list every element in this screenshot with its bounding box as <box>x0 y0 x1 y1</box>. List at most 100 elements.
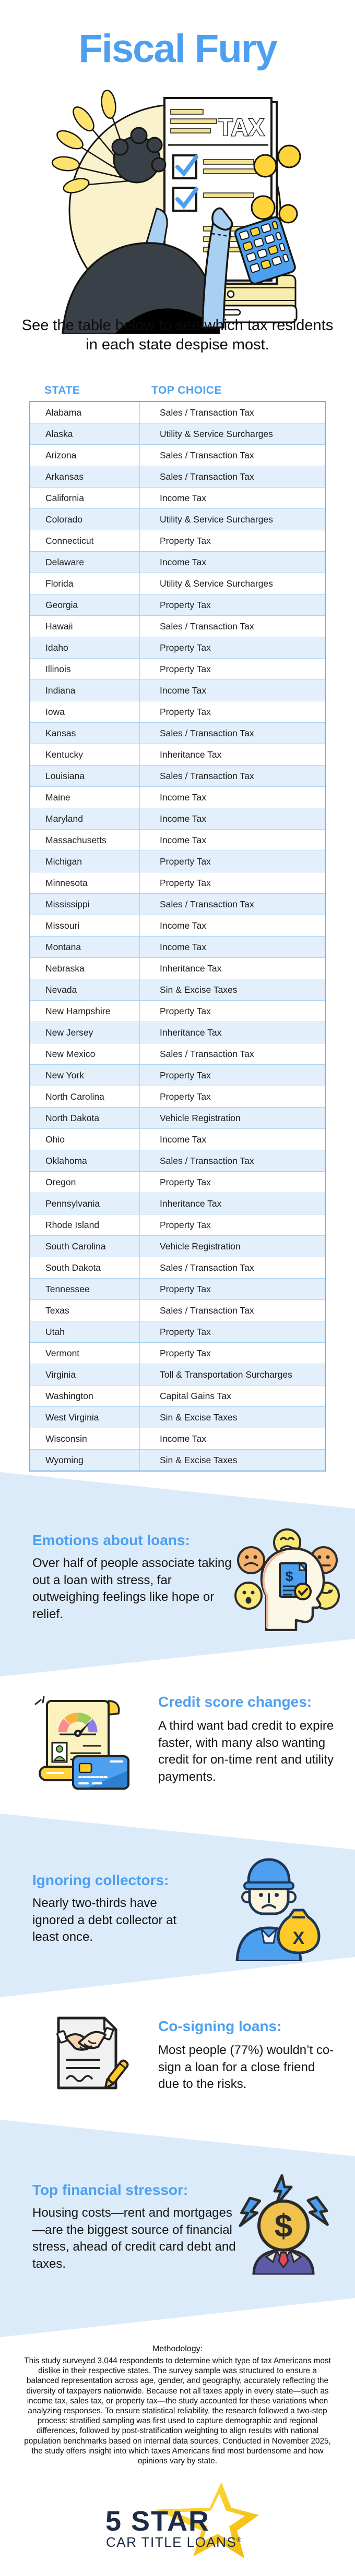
top-choice-cell: Property Tax <box>160 1091 211 1102</box>
state-cell: South Dakota <box>30 1257 140 1278</box>
state-cell: Florida <box>30 573 140 594</box>
top-choice-cell: Toll & Transportation Surcharges <box>160 1369 292 1380</box>
state-cell: South Carolina <box>30 1236 140 1257</box>
debt-collector-icon: X <box>235 1858 321 1961</box>
state-cell: Massachusetts <box>30 830 140 850</box>
table-row: Washington Capital Gains Tax <box>30 1385 325 1406</box>
table-row: North Dakota Vehicle Registration <box>30 1107 325 1128</box>
table-row: Montana Income Tax <box>30 936 325 957</box>
state-cell: Kansas <box>30 723 140 744</box>
svg-text:$: $ <box>275 2208 292 2244</box>
top-choice-cell: Sales / Transaction Tax <box>160 1262 254 1273</box>
table-row: New York Property Tax <box>30 1064 325 1086</box>
table-row: South Dakota Sales / Transaction Tax <box>30 1257 325 1278</box>
section-body-credit-score: A third want bad credit to expire faster… <box>158 1719 334 1784</box>
table-body: Alabama Sales / Transaction Tax Alaska U… <box>30 402 325 1471</box>
state-cell: Hawaii <box>30 616 140 637</box>
table-row: New Mexico Sales / Transaction Tax <box>30 1043 325 1064</box>
state-cell: Georgia <box>30 594 140 615</box>
state-cell: Texas <box>30 1300 140 1321</box>
state-cell: New Jersey <box>30 1022 140 1043</box>
table-row: Maryland Income Tax <box>30 808 325 829</box>
state-cell: Tennessee <box>30 1279 140 1299</box>
state-cell: Nevada <box>30 979 140 1000</box>
table-row: Idaho Property Tax <box>30 637 325 658</box>
top-choice-cell: Capital Gains Tax <box>160 1390 231 1401</box>
table-row: Indiana Income Tax <box>30 679 325 701</box>
section-body-collectors: Nearly two-thirds have ignored a debt co… <box>32 1896 177 1944</box>
table-row: Pennsylvania Inheritance Tax <box>30 1193 325 1214</box>
registered-mark: ® <box>236 2536 242 2544</box>
section-body-stressor: Housing costs—rent and mortgages—are the… <box>32 2206 236 2271</box>
table-row: Minnesota Property Tax <box>30 872 325 893</box>
table-row: Mississippi Sales / Transaction Tax <box>30 893 325 915</box>
top-choice-cell: Sales / Transaction Tax <box>160 1155 254 1166</box>
table-row: Delaware Income Tax <box>30 551 325 573</box>
top-choice-cell: Sales / Transaction Tax <box>160 1305 254 1316</box>
table-row: Kentucky Inheritance Tax <box>30 744 325 765</box>
table-row: Connecticut Property Tax <box>30 530 325 551</box>
table-row: Kansas Sales / Transaction Tax <box>30 722 325 744</box>
top-choice-cell: Inheritance Tax <box>160 1198 222 1209</box>
state-cell: Nebraska <box>30 958 140 979</box>
state-cell: Maine <box>30 787 140 808</box>
calculator-icon <box>234 216 296 285</box>
state-cell: West Virginia <box>30 1407 140 1428</box>
state-cell: Arizona <box>30 445 140 466</box>
top-choice-cell: Sales / Transaction Tax <box>160 471 254 482</box>
state-cell: Rhode Island <box>30 1214 140 1235</box>
section-body-cosigning: Most people (77%) wouldn’t co-sign a loa… <box>158 2043 334 2091</box>
state-cell: Utah <box>30 1321 140 1342</box>
table-row: Oklahoma Sales / Transaction Tax <box>30 1150 325 1171</box>
top-choice-cell: Vehicle Registration <box>160 1112 241 1123</box>
table-row: California Income Tax <box>30 487 325 508</box>
top-choice-cell: Property Tax <box>160 1326 211 1337</box>
table-row: Nebraska Inheritance Tax <box>30 957 325 979</box>
state-cell: California <box>30 488 140 508</box>
state-cell: Mississippi <box>30 894 140 915</box>
top-choice-cell: Income Tax <box>160 813 207 824</box>
section-heading-collectors: Ignoring collectors: <box>32 1872 169 1888</box>
table-row: Alabama Sales / Transaction Tax <box>30 402 325 423</box>
top-choice-cell: Property Tax <box>160 599 211 610</box>
person-figure <box>62 127 233 334</box>
table-row: Illinois Property Tax <box>30 658 325 679</box>
table-row: Florida Utility & Service Surcharges <box>30 573 325 594</box>
brand-logo: 5 STAR CAR TITLE LOANS® <box>0 2480 355 2563</box>
table-row: Wyoming Sin & Excise Taxes <box>30 1449 325 1471</box>
section-body-emotions: Over half of people associate taking out… <box>32 1556 232 1621</box>
credit-report-icon <box>34 1696 129 1790</box>
state-cell: Wisconsin <box>30 1428 140 1449</box>
state-cell: New Hampshire <box>30 1001 140 1022</box>
table-row: Oregon Property Tax <box>30 1171 325 1193</box>
logo-tagline: CAR TITLE LOANS® <box>106 2534 242 2550</box>
table-row: Michigan Property Tax <box>30 850 325 872</box>
state-cell: Illinois <box>30 659 140 679</box>
state-cell: Colorado <box>30 509 140 530</box>
page-title: Fiscal Fury <box>78 27 277 71</box>
state-cell: Michigan <box>30 851 140 872</box>
state-cell: Oklahoma <box>30 1150 140 1171</box>
state-cell: North Dakota <box>30 1108 140 1128</box>
methodology-text: This study surveyed 3,044 respondents to… <box>24 2356 331 2466</box>
state-cell: Washington <box>30 1386 140 1406</box>
top-choice-cell: Property Tax <box>160 1219 211 1230</box>
top-choice-cell: Income Tax <box>160 556 207 567</box>
table-row: Utah Property Tax <box>30 1321 325 1342</box>
star-icon <box>156 2482 259 2558</box>
top-choice-cell: Income Tax <box>160 1433 207 1444</box>
state-cell: Pennsylvania <box>30 1193 140 1214</box>
state-cell: Kentucky <box>30 744 140 765</box>
top-choice-cell: Income Tax <box>160 492 207 503</box>
table-row: Iowa Property Tax <box>30 701 325 722</box>
state-cell: Idaho <box>30 637 140 658</box>
svg-text:X: X <box>293 1928 305 1948</box>
top-choice-cell: Income Tax <box>160 792 207 803</box>
top-choice-cell: Inheritance Tax <box>160 963 222 974</box>
state-cell: Virginia <box>30 1364 140 1385</box>
column-header-choice: TOP CHOICE <box>151 384 222 396</box>
top-choice-cell: Income Tax <box>160 920 207 931</box>
top-choice-cell: Utility & Service Surcharges <box>160 428 273 439</box>
top-choice-cell: Property Tax <box>160 706 211 717</box>
